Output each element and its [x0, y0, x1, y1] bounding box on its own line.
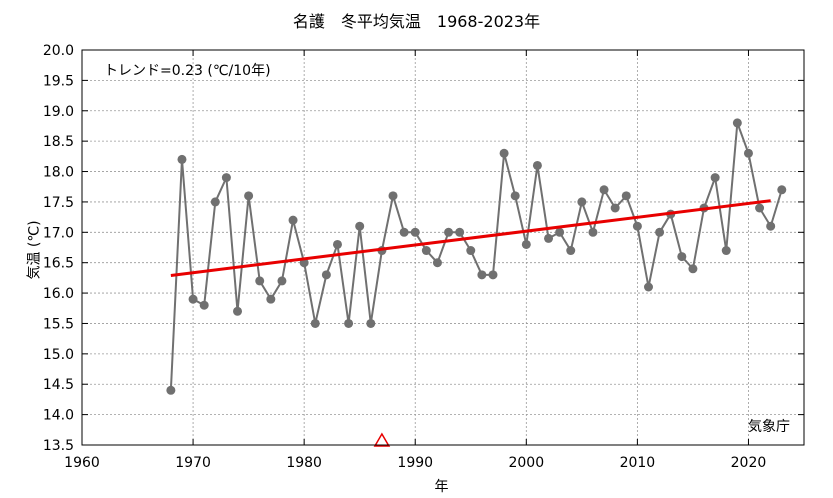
data-point [521, 239, 531, 249]
data-point [732, 118, 742, 128]
data-point [366, 318, 376, 328]
y-tick-label: 18.5 [43, 134, 74, 150]
data-point [499, 148, 509, 158]
data-point [488, 270, 498, 280]
data-point [577, 197, 587, 207]
x-tick-label: 2010 [620, 455, 656, 471]
data-point [444, 227, 454, 237]
x-tick-label: 1990 [397, 455, 433, 471]
data-point [166, 385, 176, 395]
grid-lines [82, 50, 804, 445]
data-point [532, 160, 542, 170]
x-axis-ticks: 1960 1970 1980 1990 2000 2010 2020 [64, 50, 766, 471]
data-point [255, 276, 265, 286]
data-point [199, 300, 209, 310]
data-point [555, 227, 565, 237]
series-line [169, 122, 783, 391]
data-point [355, 221, 365, 231]
trend-label: トレンド=0.23 (℃/10年) [104, 63, 271, 79]
temperature-series [166, 118, 787, 395]
y-tick-label: 17.0 [43, 225, 74, 241]
y-tick-label: 17.5 [43, 195, 74, 211]
data-point [544, 233, 554, 243]
data-point [233, 306, 243, 316]
data-point [566, 246, 576, 256]
y-tick-label: 14.5 [43, 377, 74, 393]
plot-frame [81, 49, 805, 446]
y-tick-label: 13.5 [43, 438, 74, 454]
y-tick-label: 18.0 [43, 165, 74, 181]
y-tick-label: 14.0 [43, 408, 74, 424]
data-point [421, 246, 431, 256]
chart-title: 名護 冬平均気温 1968-2023年 [292, 12, 541, 31]
data-point [755, 203, 765, 213]
y-tick-label: 16.5 [43, 256, 74, 272]
data-point [244, 191, 254, 201]
x-tick-label: 2020 [731, 455, 767, 471]
data-point [288, 215, 298, 225]
data-point [266, 294, 276, 304]
data-point [277, 276, 287, 286]
station-change-marker [373, 432, 391, 447]
data-point [388, 191, 398, 201]
data-point [210, 197, 220, 207]
data-point [777, 185, 787, 195]
data-point [188, 294, 198, 304]
x-tick-label: 1980 [286, 455, 322, 471]
data-point [655, 227, 665, 237]
data-point [410, 227, 420, 237]
data-point [599, 185, 609, 195]
data-point [643, 282, 653, 292]
data-point [455, 227, 465, 237]
data-point [399, 227, 409, 237]
data-point [710, 173, 720, 183]
data-point [588, 227, 598, 237]
data-point [221, 173, 231, 183]
data-point [332, 239, 342, 249]
data-point [743, 148, 753, 158]
data-point [477, 270, 487, 280]
data-point [344, 318, 354, 328]
data-point [177, 154, 187, 164]
data-point [721, 246, 731, 256]
source-label: 気象庁 [748, 419, 790, 435]
marker-group [373, 432, 391, 447]
data-point [610, 203, 620, 213]
data-point [432, 258, 442, 268]
trend-line-group [170, 199, 771, 277]
x-tick-label: 1960 [64, 455, 100, 471]
y-tick-label: 20.0 [43, 43, 74, 59]
data-point [321, 270, 331, 280]
y-tick-label: 16.0 [43, 286, 74, 302]
data-point [632, 221, 642, 231]
trend-line [170, 199, 771, 277]
y-tick-label: 19.5 [43, 73, 74, 89]
x-tick-label: 1970 [175, 455, 211, 471]
y-tick-label: 19.0 [43, 104, 74, 120]
data-point [677, 252, 687, 262]
data-point [688, 264, 698, 274]
data-point [621, 191, 631, 201]
y-tick-label: 15.5 [43, 316, 74, 332]
y-tick-label: 15.0 [43, 347, 74, 363]
data-point [310, 318, 320, 328]
data-point [766, 221, 776, 231]
x-axis-label: 年 [434, 479, 449, 495]
data-point [466, 246, 476, 256]
data-point [510, 191, 520, 201]
x-tick-label: 2000 [508, 455, 544, 471]
